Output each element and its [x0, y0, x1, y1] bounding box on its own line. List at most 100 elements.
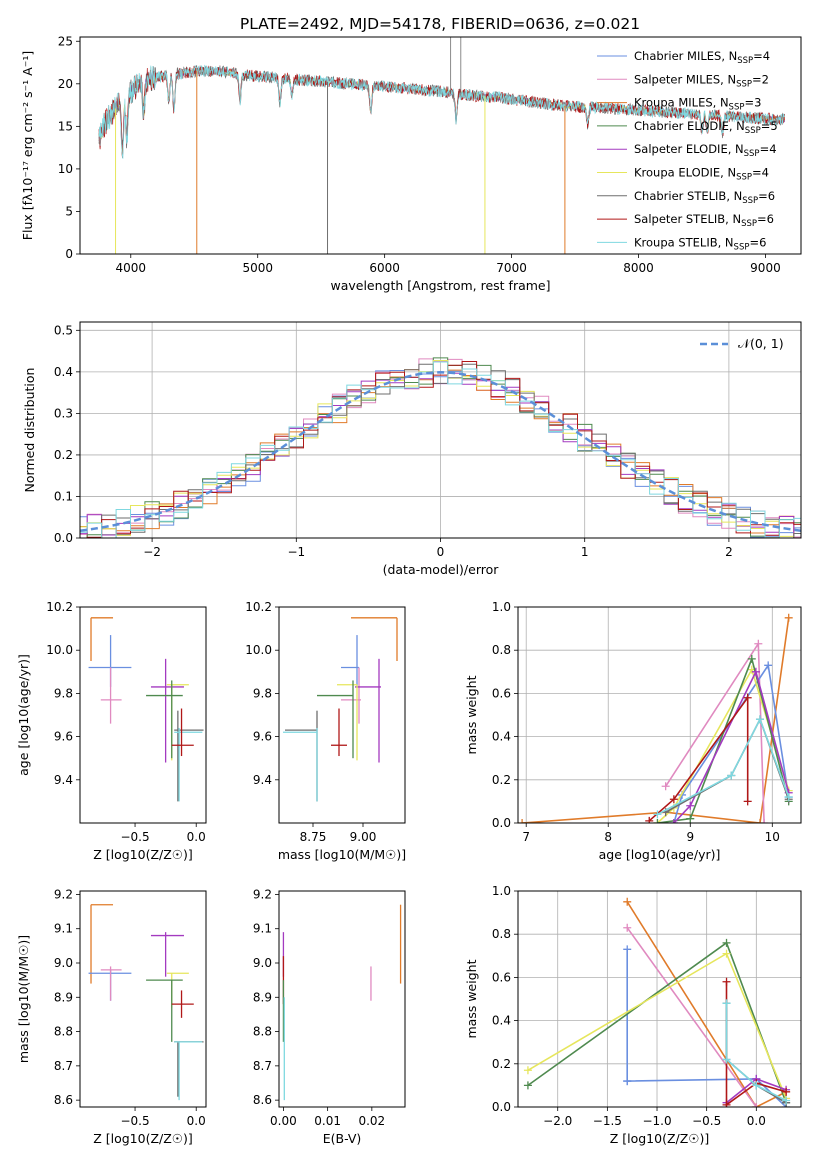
x-tick-label: 8.75	[300, 830, 327, 844]
y-tick-label: 8.8	[253, 1025, 272, 1039]
weight-series-kroupa-stelib	[653, 715, 793, 819]
weight-marker	[752, 1081, 761, 1090]
y-tick-label: 8.7	[253, 1059, 272, 1073]
y-tick-label: 9.4	[54, 773, 73, 787]
weight-marker	[518, 819, 527, 823]
errorbar-salpeter-elodie	[150, 658, 184, 763]
x-tick-label: 8	[604, 830, 612, 844]
errorbar-chabrier-elodie	[146, 979, 183, 1042]
legend-label: Kroupa STELIB, NSSP=6	[634, 235, 766, 252]
errorbar-salpeter-miles	[341, 667, 361, 724]
legend-subscript: SSP	[736, 173, 752, 183]
y-tick-label: 0.8	[492, 927, 511, 941]
weight-marker	[784, 613, 793, 622]
legend-label: Salpeter STELIB, NSSP=6	[634, 212, 774, 229]
y-tick-label: 9.4	[253, 773, 272, 787]
x-axis-label: wavelength [Angstrom, rest frame]	[330, 278, 550, 293]
histogram-chabrier-elodie	[80, 357, 801, 538]
legend-label: Chabrier STELIB, NSSP=6	[634, 189, 775, 206]
histograms	[80, 357, 801, 538]
y-tick-label: 0.6	[492, 686, 511, 700]
panel-weight-vs-age: 7 8 9 10 0.0 0.2 0.4 0.6 0.8 1.0 age [log10(age/yr…	[464, 600, 802, 862]
weight-marker	[623, 923, 632, 932]
legend-nssp: =6	[749, 235, 766, 249]
errorbar-kroupa-miles	[351, 617, 398, 661]
y-axis-label: age [log10(age/yr)]	[16, 654, 31, 776]
y-tick-label: 0.5	[54, 323, 73, 337]
errorbar-kroupa-stelib	[174, 1041, 203, 1101]
panel-residuals: −2 −1 0 1 2 0.0 0.1 0.2 0.3 0.4 0.5 (data-model)/er…	[22, 321, 802, 577]
y-tick-label: 0.6	[492, 970, 511, 984]
weight-marker	[752, 1103, 761, 1107]
x-tick-label: −1.0	[642, 1114, 671, 1128]
errorbars	[283, 617, 398, 802]
y-tick-label: 9.6	[253, 730, 272, 744]
legend-label-text: Chabrier ELODIE, N	[634, 119, 745, 133]
axes-frame	[79, 606, 207, 824]
weight-marker	[743, 797, 752, 806]
legend-nssp: =3	[744, 96, 761, 110]
errorbar-salpeter-elodie	[355, 658, 381, 763]
errorbar-chabrier-elodie	[317, 680, 354, 759]
weight-marker	[760, 819, 769, 823]
weight-line	[725, 1003, 787, 1102]
legend-label: Salpeter ELODIE, NSSP=4	[634, 142, 777, 159]
legend-label-text: Chabrier MILES, N	[634, 49, 737, 63]
histogram-salpeter-miles	[80, 358, 801, 538]
y-tick-label: 0.4	[492, 730, 511, 744]
y-tick-label: 8.7	[54, 1059, 73, 1073]
x-tick-label: 2	[725, 545, 733, 559]
y-tick-label: 0.2	[54, 448, 73, 462]
panel-mass-vs-Z: −0.5 0.0 8.6 8.7 8.8 8.9 9.0 9.1 9.2 Z [log10(Z/Z…	[16, 887, 207, 1146]
weight-marker	[722, 1100, 731, 1107]
weight-line	[657, 656, 790, 823]
y-tick-label: 8.6	[54, 1093, 73, 1107]
weight-marker	[722, 999, 731, 1008]
weight-marker	[623, 945, 632, 954]
errorbar-kroupa-miles	[90, 904, 114, 984]
x-tick-label: 9	[686, 830, 694, 844]
y-tick-label: 9.0	[54, 956, 73, 970]
y-tick-label: 5	[65, 204, 73, 218]
y-tick-label: 9.8	[54, 686, 73, 700]
errorbars	[88, 617, 204, 802]
y-axis-label: Flux [fλ10⁻¹⁷ erg cm⁻² s⁻¹ A⁻¹]	[20, 51, 35, 240]
errorbar-salpeter-miles	[100, 667, 122, 724]
legend-label-text: Chabrier STELIB, N	[634, 189, 742, 203]
weight-marker	[722, 949, 731, 958]
weight-line	[657, 717, 790, 816]
weight-series-salpeter-stelib	[645, 693, 752, 823]
x-tick-label: 7000	[496, 261, 527, 275]
legend-subscript: SSP	[736, 79, 752, 89]
x-axis-label: Z [log10(Z/Z☉)]	[610, 1131, 710, 1146]
legend-nssp: =5	[761, 119, 778, 133]
weight-marker	[661, 782, 670, 791]
x-tick-label: −1	[287, 545, 305, 559]
y-tick-label: 8.9	[253, 990, 272, 1004]
y-tick-label: 9.0	[253, 956, 272, 970]
errorbar-kroupa-stelib	[283, 727, 318, 802]
histogram-salpeter-stelib	[80, 361, 801, 538]
y-axis-label: mass weight	[464, 959, 479, 1038]
x-tick-label: 0.02	[358, 1114, 385, 1128]
legend-subscript: SSP	[729, 103, 745, 113]
x-tick-label: 8000	[623, 261, 654, 275]
weight-marker	[722, 1055, 731, 1064]
y-tick-label: 9.2	[54, 887, 73, 901]
legend-label-text: Salpeter MILES, N	[634, 72, 736, 86]
y-tick-label: 0.4	[54, 365, 73, 379]
y-tick-label: 9.6	[54, 730, 73, 744]
y-tick-label: 10.2	[245, 600, 272, 614]
y-tick-label: 0.0	[492, 1100, 511, 1114]
x-tick-label: 9.00	[350, 830, 377, 844]
normal-curve	[80, 371, 801, 532]
axes-frame	[278, 890, 406, 1108]
y-tick-label: 10.0	[46, 643, 73, 657]
weight-line	[648, 695, 749, 822]
legend-subscript: SSP	[734, 242, 750, 252]
y-tick-label: 10.2	[46, 600, 73, 614]
weight-marker	[623, 1077, 632, 1086]
errorbar-salpeter-stelib	[171, 708, 194, 757]
weight-marker	[669, 819, 678, 823]
